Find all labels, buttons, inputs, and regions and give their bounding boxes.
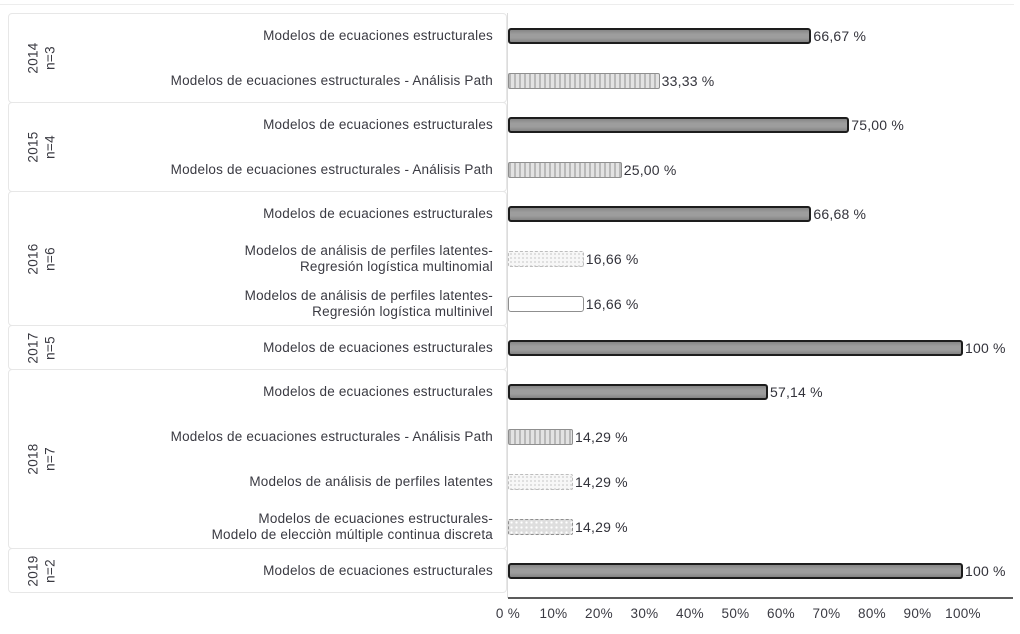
bar — [508, 383, 768, 400]
bar-row: Modelos de análisis de perfiles latentes… — [0, 459, 1020, 504]
x-axis-tick-labels: 0 % 10% 20% 30% 40% 50% 60% 70% 80% 90% 100% — [496, 606, 1013, 626]
category-label: Modelos de ecuaciones estructurales- Mod… — [211, 510, 493, 542]
x-axis-tick-label: 0 % — [495, 606, 521, 621]
year-group: 2017 n=5 Modelos de ecuaciones estructura… — [0, 325, 1020, 370]
year-groups-container: 2014 n=3 Modelos de ecuaciones estructura… — [0, 13, 1020, 593]
category-label: Modelos de ecuaciones estructurales — [263, 562, 493, 578]
x-axis-tick-label: 40% — [676, 606, 704, 621]
x-axis-tick-label: 30% — [630, 606, 659, 621]
bar — [508, 518, 574, 535]
bar-row: Modelos de ecuaciones estructurales 100 … — [0, 325, 1020, 370]
year-group: 2019 n=2 Modelos de ecuaciones estructura… — [0, 548, 1020, 593]
category-label: Modelos de ecuaciones estructurales — [263, 339, 493, 355]
bar-row: Modelos de ecuaciones estructurales - An… — [0, 58, 1020, 103]
year-group: 2014 n=3 Modelos de ecuaciones estructura… — [0, 13, 1020, 103]
y-axis-line — [507, 13, 508, 598]
bar-track: 14,29 % — [499, 428, 1020, 445]
bar-value-label: 33,33 % — [661, 72, 715, 89]
bar-row: Modelos de ecuaciones estructurales 66,6… — [0, 13, 1020, 58]
bar-value-label: 14,29 % — [575, 518, 628, 535]
category-label: Modelos de análisis de perfiles latentes — [249, 473, 493, 489]
group-rows: Modelos de ecuaciones estructurales 100 … — [0, 548, 1020, 593]
year-group: 2015 n=4 Modelos de ecuaciones estructura… — [0, 102, 1020, 192]
year-group: 2018 n=7 Modelos de ecuaciones estructura… — [0, 369, 1020, 549]
bar-row: Modelos de análisis de perfiles latentes… — [0, 236, 1020, 281]
bar-track: 25,00 % — [499, 161, 1020, 178]
category-label: Modelos de ecuaciones estructurales — [263, 205, 493, 221]
bar — [508, 562, 963, 579]
bar — [508, 27, 812, 44]
bar-track: 100 % — [499, 562, 1020, 579]
x-axis-tick-label: 60% — [767, 606, 795, 621]
bar-track: 16,66 % — [499, 295, 1020, 312]
category-label: Modelos de ecuaciones estructurales - An… — [170, 428, 493, 444]
bar-track: 14,29 % — [499, 473, 1020, 490]
bar — [508, 72, 660, 89]
bar-value-label: 16,66 % — [585, 250, 639, 267]
bar-value-label: 57,14 % — [769, 383, 823, 400]
bar-value-label: 100 % — [965, 562, 1006, 579]
category-label: Modelos de ecuaciones estructurales - An… — [170, 72, 493, 88]
bar-row: Modelos de ecuaciones estructurales- Mod… — [0, 504, 1020, 549]
bar-row: Modelos de ecuaciones estructurales 57,1… — [0, 369, 1020, 414]
bar — [508, 473, 574, 490]
bar-value-label: 66,68 % — [813, 205, 867, 222]
x-axis-tick-label: 70% — [812, 606, 841, 621]
bar-track: 16,66 % — [499, 250, 1020, 267]
bar-row: Modelos de ecuaciones estructurales 66,6… — [0, 191, 1020, 236]
bar-row: Modelos de ecuaciones estructurales 75,0… — [0, 102, 1020, 147]
bar-row: Modelos de ecuaciones estructurales 100 … — [0, 548, 1020, 593]
category-label: Modelos de análisis de perfiles latentes… — [244, 287, 493, 319]
x-axis-tick-label: 80% — [858, 606, 886, 621]
bar-row: Modelos de ecuaciones estructurales - An… — [0, 147, 1020, 192]
bar-track: 66,68 % — [499, 205, 1020, 222]
bar-value-label: 16,66 % — [585, 295, 639, 312]
group-rows: Modelos de ecuaciones estructurales 66,6… — [0, 191, 1020, 326]
bar-row: Modelos de ecuaciones estructurales - An… — [0, 414, 1020, 459]
bar — [508, 250, 584, 267]
group-rows: Modelos de ecuaciones estructurales 66,6… — [0, 13, 1020, 103]
bar — [508, 205, 812, 222]
bar-track: 66,67 % — [499, 27, 1020, 44]
category-label: Modelos de ecuaciones estructurales — [263, 27, 493, 43]
category-label: Modelos de análisis de perfiles latentes… — [244, 242, 493, 274]
bar-track: 14,29 % — [499, 518, 1020, 535]
group-rows: Modelos de ecuaciones estructurales 57,1… — [0, 369, 1020, 549]
bar-track: 33,33 % — [499, 72, 1020, 89]
x-axis-tick-label: 100% — [945, 606, 981, 621]
bar-track: 57,14 % — [499, 383, 1020, 400]
bar — [508, 116, 850, 133]
bar — [508, 161, 622, 178]
year-group: 2016 n=6 Modelos de ecuaciones estructura… — [0, 191, 1020, 326]
group-rows: Modelos de ecuaciones estructurales 100 … — [0, 325, 1020, 370]
bar — [508, 295, 584, 312]
chart-top-border — [0, 4, 1014, 5]
x-axis-tick-label: 20% — [585, 606, 613, 621]
bar-value-label: 66,67 % — [813, 27, 867, 44]
bar-value-label: 75,00 % — [851, 116, 905, 133]
x-axis-tick-label: 50% — [721, 606, 750, 621]
bar-track: 75,00 % — [499, 116, 1020, 133]
bar-value-label: 14,29 % — [575, 428, 628, 445]
category-label: Modelos de ecuaciones estructurales — [263, 116, 493, 132]
group-rows: Modelos de ecuaciones estructurales 75,0… — [0, 102, 1020, 192]
x-axis-tick-label: 90% — [903, 606, 932, 621]
bar-value-label: 25,00 % — [623, 161, 677, 178]
bar-value-label: 100 % — [965, 339, 1006, 356]
category-label: Modelos de ecuaciones estructurales — [263, 383, 493, 399]
category-label: Modelos de ecuaciones estructurales - An… — [170, 161, 493, 177]
x-axis-line — [508, 597, 1013, 599]
bar-value-label: 14,29 % — [575, 473, 628, 490]
bar — [508, 339, 963, 356]
x-axis-tick-label: 10% — [539, 606, 568, 621]
bar-track: 100 % — [499, 339, 1020, 356]
bar-row: Modelos de análisis de perfiles latentes… — [0, 281, 1020, 326]
bar — [508, 428, 574, 445]
